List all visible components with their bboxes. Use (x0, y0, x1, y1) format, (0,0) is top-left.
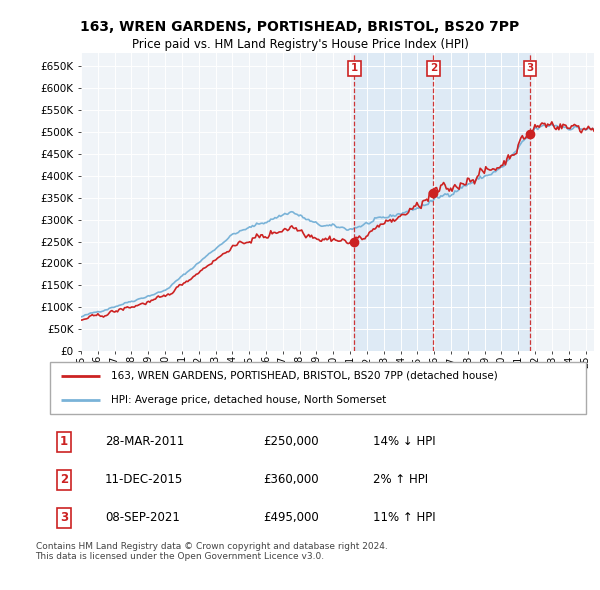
Text: 28-MAR-2011: 28-MAR-2011 (105, 435, 184, 448)
Text: 2% ↑ HPI: 2% ↑ HPI (373, 473, 428, 486)
Bar (355, 53, 530, 351)
Text: 08-SEP-2021: 08-SEP-2021 (105, 512, 180, 525)
Text: 11-DEC-2015: 11-DEC-2015 (105, 473, 184, 486)
Text: Contains HM Land Registry data © Crown copyright and database right 2024.
This d: Contains HM Land Registry data © Crown c… (35, 542, 387, 562)
Text: 14% ↓ HPI: 14% ↓ HPI (373, 435, 435, 448)
Text: 3: 3 (60, 512, 68, 525)
Text: HPI: Average price, detached house, North Somerset: HPI: Average price, detached house, Nort… (110, 395, 386, 405)
Text: 1: 1 (60, 435, 68, 448)
Text: £495,000: £495,000 (263, 512, 319, 525)
Text: 11% ↑ HPI: 11% ↑ HPI (373, 512, 435, 525)
Text: 163, WREN GARDENS, PORTISHEAD, BRISTOL, BS20 7PP (detached house): 163, WREN GARDENS, PORTISHEAD, BRISTOL, … (110, 371, 497, 381)
Text: £250,000: £250,000 (263, 435, 319, 448)
Text: 1: 1 (350, 64, 358, 73)
Text: Price paid vs. HM Land Registry's House Price Index (HPI): Price paid vs. HM Land Registry's House … (131, 38, 469, 51)
Text: 2: 2 (60, 473, 68, 486)
FancyBboxPatch shape (50, 362, 586, 414)
Text: 2: 2 (430, 64, 437, 73)
Text: £360,000: £360,000 (263, 473, 319, 486)
Text: 163, WREN GARDENS, PORTISHEAD, BRISTOL, BS20 7PP: 163, WREN GARDENS, PORTISHEAD, BRISTOL, … (80, 19, 520, 34)
Text: 3: 3 (526, 64, 533, 73)
